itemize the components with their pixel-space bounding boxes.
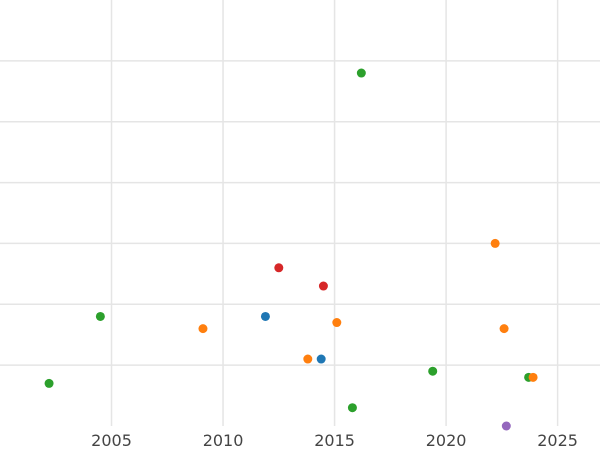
x-axis-ticks: 2005 2010 2015 2020 2025: [91, 431, 578, 450]
data-point: [499, 324, 509, 334]
data-point: [332, 318, 342, 328]
x-tick-label: 2010: [203, 431, 244, 450]
data-point: [44, 378, 54, 388]
data-point: [528, 372, 538, 382]
data-point: [260, 311, 270, 321]
data-point: [501, 421, 511, 431]
x-tick-label: 2020: [426, 431, 467, 450]
x-tick-label: 2025: [537, 431, 578, 450]
data-point: [490, 238, 500, 248]
data-point: [347, 403, 357, 413]
x-tick-label: 2005: [91, 431, 132, 450]
data-point: [356, 68, 366, 78]
points-layer: [44, 68, 538, 431]
data-point: [428, 366, 438, 376]
data-point: [95, 311, 105, 321]
data-point: [316, 354, 326, 364]
data-point: [198, 324, 208, 334]
data-point: [274, 263, 284, 273]
grid-layer: [0, 0, 600, 426]
data-point: [303, 354, 313, 364]
data-point: [318, 281, 328, 291]
x-tick-label: 2015: [314, 431, 355, 450]
